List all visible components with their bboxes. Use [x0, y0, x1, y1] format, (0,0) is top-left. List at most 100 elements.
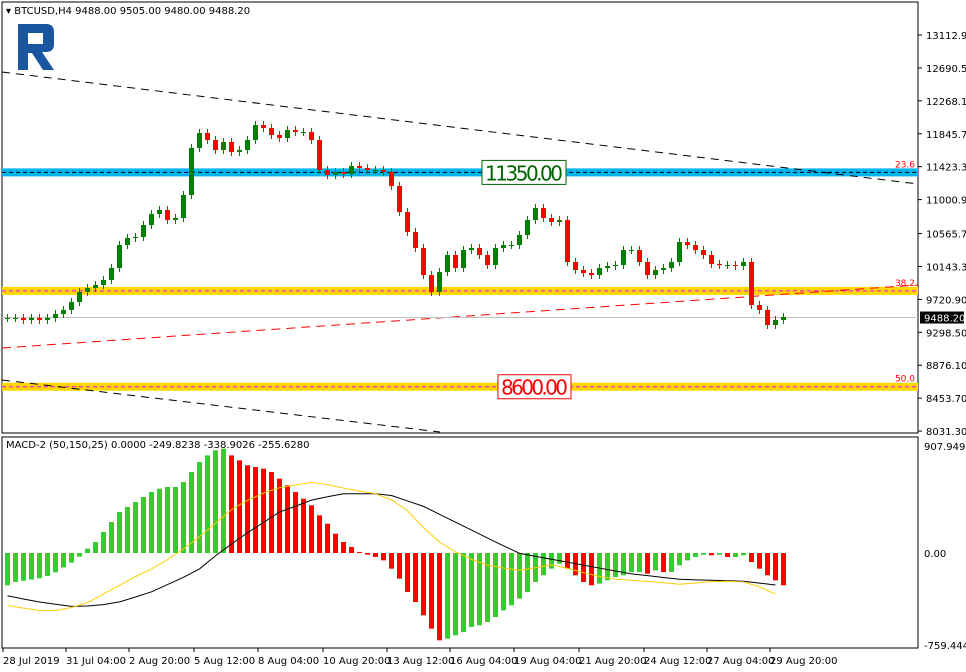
macd-histogram-bar — [13, 553, 18, 582]
candle-body — [517, 234, 522, 246]
candle-body — [189, 148, 194, 196]
macd-yellow-line — [7, 481, 776, 612]
candle — [357, 162, 362, 172]
candle — [309, 128, 314, 144]
candle — [469, 244, 474, 255]
candle — [61, 305, 66, 319]
upper-trendline[interactable] — [1, 71, 919, 185]
candle — [101, 275, 106, 290]
macd-histogram-bar — [685, 553, 690, 561]
candle — [749, 258, 754, 309]
broker-logo — [18, 24, 54, 70]
macd-histogram-bar — [365, 553, 370, 555]
macd-histogram-bar — [485, 553, 490, 623]
candle — [29, 314, 34, 325]
macd-histogram-bar — [661, 553, 666, 573]
macd-histogram-bar — [269, 472, 274, 553]
macd-histogram-bar — [405, 553, 410, 593]
candle-body — [349, 166, 354, 174]
macd-histogram-bar — [325, 523, 330, 553]
candle-body — [637, 250, 642, 263]
candle-body — [109, 268, 114, 280]
macd-histogram-bar — [173, 486, 178, 553]
price-tick-label: 9720.90 — [926, 295, 966, 306]
macd-histogram-bar — [589, 553, 594, 586]
macd-histogram-bar — [61, 553, 66, 568]
candle-body — [693, 245, 698, 251]
candle — [733, 261, 738, 271]
candle-body — [13, 318, 18, 320]
current-price-label: 9488.20 — [920, 311, 965, 325]
candle-body — [653, 269, 658, 276]
candle — [405, 207, 410, 237]
price-level-label-box[interactable] — [497, 374, 572, 400]
candle — [445, 251, 450, 277]
macd-histogram-bar — [429, 553, 434, 629]
macd-histogram-bar — [437, 553, 442, 641]
macd-histogram-bar — [197, 462, 202, 553]
lower-trendline[interactable] — [1, 379, 441, 433]
candle-body — [253, 125, 258, 140]
macd-histogram-bar — [189, 472, 194, 553]
candle — [525, 216, 530, 239]
candle-body — [613, 265, 618, 267]
macd-header: MACD-2 (50,150,25) 0.0000 -249.8238 -338… — [6, 440, 310, 451]
candle-body — [229, 142, 234, 152]
red-trendline[interactable] — [1, 284, 919, 349]
macd-histogram-bar — [157, 488, 162, 553]
symbol-ohlc: BTCUSD,H4 9488.00 9505.00 9480.00 9488.2… — [14, 6, 250, 17]
candle — [317, 135, 322, 174]
candle-body — [333, 171, 338, 175]
candle — [93, 281, 98, 292]
candle-body — [53, 314, 58, 319]
macd-histogram-bar — [309, 505, 314, 553]
candle — [669, 258, 674, 273]
candle — [613, 261, 618, 271]
candle-body — [45, 318, 50, 321]
candle — [429, 271, 434, 296]
macd-histogram-bar — [45, 553, 50, 576]
candle-body — [421, 248, 426, 276]
candle-body — [325, 169, 330, 175]
macd-histogram-bar — [765, 553, 770, 576]
macd-histogram-bar — [85, 548, 90, 553]
time-tick-label: 29 Aug 20:00 — [770, 656, 837, 667]
macd-histogram-bar — [549, 553, 554, 569]
price-tick-label: 8876.10 — [926, 361, 966, 372]
candle-body — [781, 316, 786, 321]
candle — [725, 261, 730, 269]
candle — [517, 230, 522, 250]
macd-histogram-bar — [757, 553, 762, 569]
macd-histogram-bar — [421, 553, 426, 616]
price-tick-label: 8453.70 — [926, 394, 966, 405]
candle-body — [645, 262, 650, 276]
candle — [565, 216, 570, 267]
candle — [149, 210, 154, 230]
macd-histogram-bar — [261, 468, 266, 553]
macd-histogram-bar — [205, 455, 210, 553]
time-tick-label: 16 Aug 04:00 — [450, 656, 517, 667]
macd-histogram-bar — [237, 460, 242, 553]
macd-tick-label: 0.00 — [924, 549, 946, 560]
trendlines[interactable] — [1, 71, 919, 433]
price-panel[interactable] — [1, 1, 919, 434]
candle — [253, 121, 258, 144]
candle — [637, 246, 642, 267]
candle — [213, 135, 218, 155]
macd-histogram-bar — [493, 553, 498, 617]
dropdown-triangle-icon[interactable]: ▾ — [6, 6, 14, 17]
macd-histogram-bar — [229, 455, 234, 553]
candle-body — [629, 250, 634, 252]
candle-body — [597, 268, 602, 276]
price-tick-label: 12690.50 — [926, 64, 966, 75]
macd-panel[interactable] — [1, 436, 919, 649]
time-tick-label: 27 Aug 04:00 — [707, 656, 774, 667]
candle — [13, 314, 18, 323]
candle-body — [181, 195, 186, 219]
macd-histogram-bar — [517, 553, 522, 599]
price-level-label-box[interactable] — [481, 159, 567, 185]
candle-body — [701, 250, 706, 256]
candle-body — [405, 211, 410, 233]
macd-histogram-bar — [317, 515, 322, 553]
